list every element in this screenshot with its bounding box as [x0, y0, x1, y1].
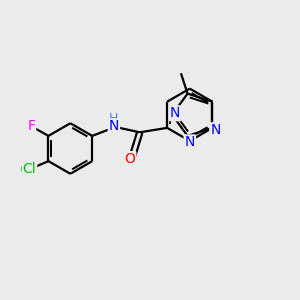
- Text: F: F: [27, 119, 35, 133]
- Text: F: F: [25, 118, 33, 133]
- Text: Cl: Cl: [20, 163, 33, 177]
- Text: N: N: [184, 135, 195, 149]
- Text: Cl: Cl: [22, 162, 36, 176]
- Text: N: N: [170, 106, 180, 120]
- Text: H: H: [109, 112, 119, 125]
- Text: N: N: [210, 123, 220, 137]
- Text: O: O: [124, 152, 135, 166]
- Text: N: N: [109, 119, 119, 134]
